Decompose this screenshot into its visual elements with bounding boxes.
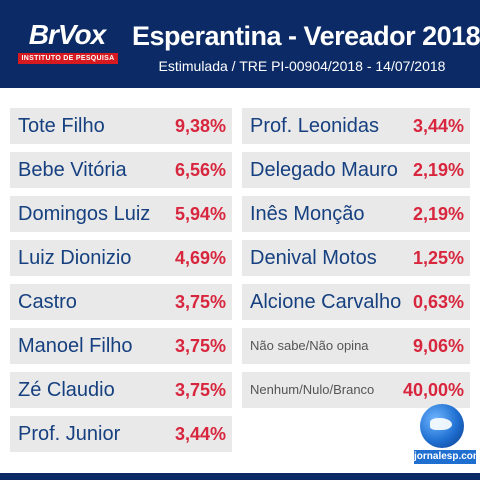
candidate-percentage: 9,38%	[174, 116, 226, 136]
candidate-percentage: 5,94%	[174, 204, 226, 224]
candidate-row: Domingos Luiz 5,94%	[10, 196, 232, 232]
none-blank-row: Nenhum/Nulo/Branco 40,00%	[242, 372, 470, 408]
candidate-row: Delegado Mauro 2,19%	[242, 152, 470, 188]
candidate-percentage: 0,63%	[412, 292, 464, 312]
undecided-row: Não sabe/Não opina 9,06%	[242, 328, 470, 364]
candidate-name: Bebe Vitória	[18, 159, 127, 181]
candidate-name: Inês Monção	[250, 203, 365, 225]
candidate-row: Castro 3,75%	[10, 284, 232, 320]
none-blank-label: Nenhum/Nulo/Branco	[250, 382, 375, 397]
candidate-name: Domingos Luiz	[18, 203, 151, 225]
candidate-row: Prof. Junior 3,44%	[10, 416, 232, 452]
candidate-row: Tote Filho 9,38%	[10, 108, 232, 144]
candidate-name: Luiz Dionizio	[18, 247, 132, 269]
candidate-percentage: 3,44%	[174, 424, 226, 444]
footer-bar	[0, 473, 480, 480]
header-banner: BrVox INSTITUTO DE PESQUISA Esperantina …	[0, 0, 480, 88]
brvox-logo: BrVox INSTITUTO DE PESQUISA	[12, 20, 122, 70]
candidate-name: Delegado Mauro	[250, 159, 398, 181]
candidate-row: Manoel Filho 3,75%	[10, 328, 232, 364]
site-url: jornalesp.com	[414, 450, 480, 464]
candidate-name: Denival Motos	[250, 247, 377, 269]
candidate-percentage: 1,25%	[412, 248, 464, 268]
jornalesp-logo: jornalesp.com	[414, 404, 480, 470]
candidate-name: Tote Filho	[18, 115, 105, 137]
undecided-label: Não sabe/Não opina	[250, 338, 369, 353]
candidate-percentage: 2,19%	[412, 204, 464, 224]
candidate-row: Luiz Dionizio 4,69%	[10, 240, 232, 276]
candidate-percentage: 6,56%	[174, 160, 226, 180]
candidate-row: Alcione Carvalho 0,63%	[242, 284, 470, 320]
candidate-row: Inês Monção 2,19%	[242, 196, 470, 232]
undecided-percentage: 9,06%	[412, 336, 464, 356]
candidate-percentage: 3,75%	[174, 336, 226, 356]
candidate-percentage: 4,69%	[174, 248, 226, 268]
candidate-name: Castro	[18, 291, 77, 313]
page-title: Esperantina - Vereador 2018	[132, 21, 480, 51]
candidate-row: Denival Motos 1,25%	[242, 240, 470, 276]
page-subtitle: Estimulada / TRE PI-00904/2018 - 14/07/2…	[158, 58, 446, 74]
candidate-name: Prof. Junior	[18, 423, 121, 445]
candidate-name: Prof. Leonidas	[250, 115, 379, 137]
candidate-percentage: 3,44%	[412, 116, 464, 136]
candidate-name: Zé Claudio	[18, 379, 115, 401]
candidate-row: Prof. Leonidas 3,44%	[242, 108, 470, 144]
candidate-name: Manoel Filho	[18, 335, 133, 357]
logo-subtext: INSTITUTO DE PESQUISA	[18, 53, 118, 64]
candidate-percentage: 2,19%	[412, 160, 464, 180]
logo-text: BrVox	[28, 19, 106, 50]
candidate-row: Bebe Vitória 6,56%	[10, 152, 232, 188]
candidate-percentage: 3,75%	[174, 292, 226, 312]
candidate-name: Alcione Carvalho	[250, 291, 402, 313]
candidate-percentage: 3,75%	[174, 380, 226, 400]
globe-icon	[420, 404, 464, 448]
none-blank-percentage: 40,00%	[402, 380, 464, 400]
candidate-row: Zé Claudio 3,75%	[10, 372, 232, 408]
